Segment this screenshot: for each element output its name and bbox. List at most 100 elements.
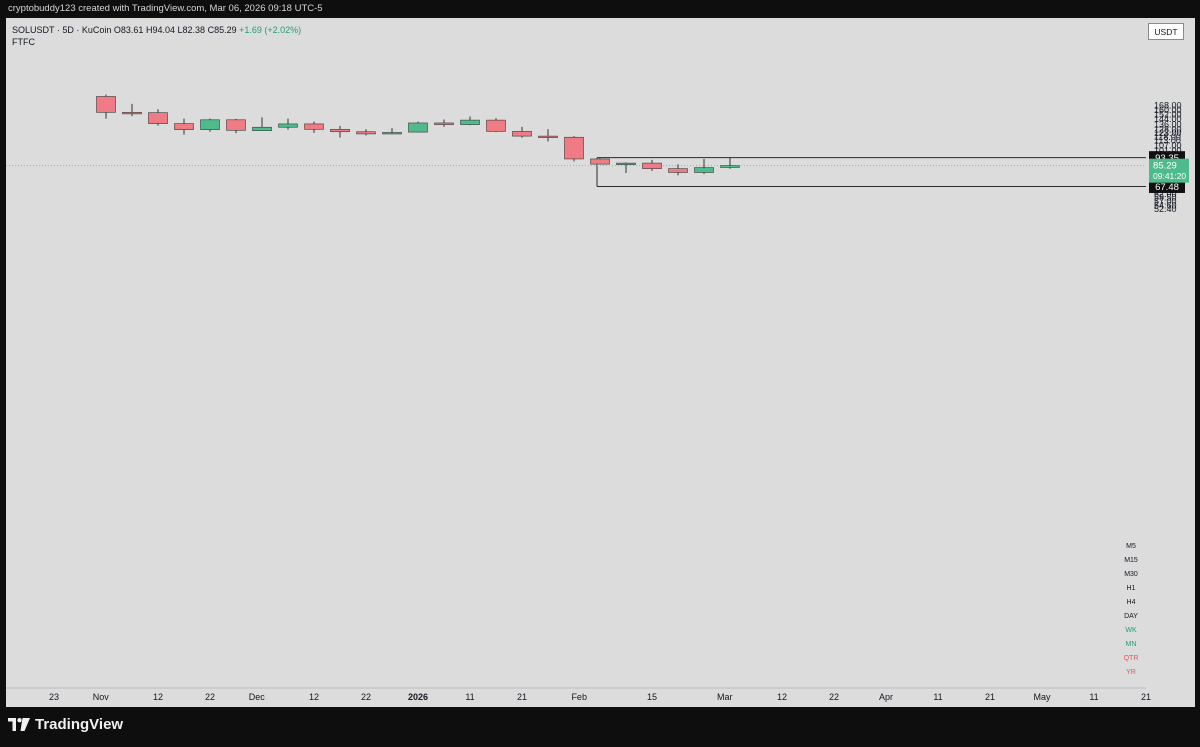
timeframe-item: M5 <box>1126 543 1136 550</box>
range-low-label: 67.48 <box>1155 182 1179 193</box>
x-tick-label: 22 <box>829 692 839 702</box>
timeframe-item: M30 <box>1124 571 1138 578</box>
currency-button[interactable]: USDT <box>1148 23 1184 40</box>
current-price-label-bg <box>1149 158 1189 183</box>
symbol-label: SOLUSDT · 5D · KuCoin <box>12 25 112 35</box>
timeframe-item: M15 <box>1124 557 1138 564</box>
candle-body-up <box>382 132 402 135</box>
candle <box>668 164 688 176</box>
candle <box>694 158 714 175</box>
x-tick-label: 21 <box>1141 692 1151 702</box>
y-tick-label: 57.00 <box>1154 196 1177 206</box>
candle <box>200 118 220 132</box>
candle-body-down <box>512 131 532 137</box>
change-value: +1.69 (+2.02%) <box>239 25 302 35</box>
open-label: O <box>113 25 121 35</box>
tradingview-logo[interactable]: TradingView <box>8 716 123 733</box>
x-tick-label: 22 <box>205 692 215 702</box>
y-tick-label: 160.00 <box>1154 105 1182 115</box>
y-tick-label: 136.00 <box>1154 119 1182 129</box>
timeframe-item: DAY <box>1124 613 1138 620</box>
brand-bar: TradingView <box>0 707 1200 747</box>
candle <box>486 118 506 133</box>
high-value: 94.04 <box>152 25 175 35</box>
candle <box>148 109 168 126</box>
credit-text: cryptobuddy123 created with TradingView.… <box>8 3 323 14</box>
candle <box>278 118 298 130</box>
y-tick-label: 62.00 <box>1154 189 1177 199</box>
candle-body-down <box>538 135 558 138</box>
candle <box>564 136 584 162</box>
x-tick-label: Feb <box>571 692 587 702</box>
low-label: L <box>177 25 183 35</box>
candle-body-up <box>694 167 714 173</box>
chart-area[interactable]: 168.00 160.00 152.00 144.00 136.00 128.00 123.… <box>6 18 1195 707</box>
candle-body-down <box>434 122 454 125</box>
candle <box>330 125 350 138</box>
candle-body-up <box>460 119 480 125</box>
candle-body-up <box>616 162 636 165</box>
y-tick-label: 152.00 <box>1154 109 1182 119</box>
candle <box>720 157 740 169</box>
range-low-label-bg <box>1149 179 1185 193</box>
candle-body-down <box>304 123 324 130</box>
x-tick-label: Apr <box>879 692 893 702</box>
x-tick-label: Dec <box>249 692 266 702</box>
candle-body-down <box>590 158 610 165</box>
candlestick-chart[interactable]: 168.00160.00152.00144.00136.00128.00123.… <box>6 18 1195 707</box>
candle-body-down <box>96 96 116 113</box>
timeframe-item: WK <box>1125 627 1137 634</box>
y-tick-label: 128.00 <box>1154 125 1182 135</box>
y-tick-label: 52.40 <box>1154 204 1177 214</box>
candle-body-down <box>226 119 246 131</box>
y-tick-label: 118.00 <box>1154 132 1181 142</box>
candle <box>96 94 116 119</box>
ohlc-legend: SOLUSDT · 5D · KuCoin O83.61 H94.04 L82.… <box>12 25 301 35</box>
y-tick-label: 59.50 <box>1154 193 1177 203</box>
low-value: 82.38 <box>182 25 206 35</box>
candle-body-up <box>408 122 428 133</box>
candle-body-down <box>486 119 506 132</box>
candle <box>590 157 610 165</box>
y-tick-label: 123.00 <box>1154 128 1182 138</box>
x-tick-label: May <box>1033 692 1051 702</box>
x-tick-label: 2026 <box>408 692 428 702</box>
candle-body-down <box>174 123 194 130</box>
candle-body-down <box>148 112 168 124</box>
candle-body-down <box>668 168 688 173</box>
candle-body-down <box>564 136 584 160</box>
x-tick-label: 12 <box>309 692 319 702</box>
x-tick-label: 21 <box>517 692 527 702</box>
candle <box>122 103 142 117</box>
candle <box>434 119 454 127</box>
x-tick-label: Mar <box>717 692 733 702</box>
candle-body-up <box>278 123 298 128</box>
x-tick-label: 12 <box>777 692 787 702</box>
candle-body-down <box>356 131 376 135</box>
y-tick-label: 54.60 <box>1154 200 1177 210</box>
range-high-label: 93.35 <box>1155 153 1179 164</box>
candle <box>512 126 532 138</box>
candle-body-down <box>330 128 350 133</box>
candle-body-down <box>642 162 662 169</box>
x-tick-label: 22 <box>361 692 371 702</box>
timeframe-continuity-list: M5 M15 M30 H1 H4 DAY WK MN QTR YR <box>1118 540 1144 680</box>
candle <box>382 128 402 135</box>
timeframe-item: MN <box>1125 641 1137 648</box>
current-price-label: 85.29 <box>1153 161 1177 172</box>
candle <box>226 118 246 134</box>
candle <box>174 118 194 135</box>
candle <box>356 129 376 136</box>
x-tick-label: 12 <box>153 692 163 702</box>
indicator-label: FTFC <box>12 37 35 47</box>
candle-body-up <box>252 126 272 131</box>
candle-body-up <box>720 165 740 168</box>
x-tick-label: 21 <box>985 692 995 702</box>
close-value: 85.29 <box>214 25 237 35</box>
candle <box>408 121 428 133</box>
brand-name: TradingView <box>35 716 124 733</box>
candle <box>252 117 272 132</box>
candle <box>616 162 636 174</box>
timeframe-item: H4 <box>1126 599 1136 606</box>
candle <box>642 159 662 171</box>
